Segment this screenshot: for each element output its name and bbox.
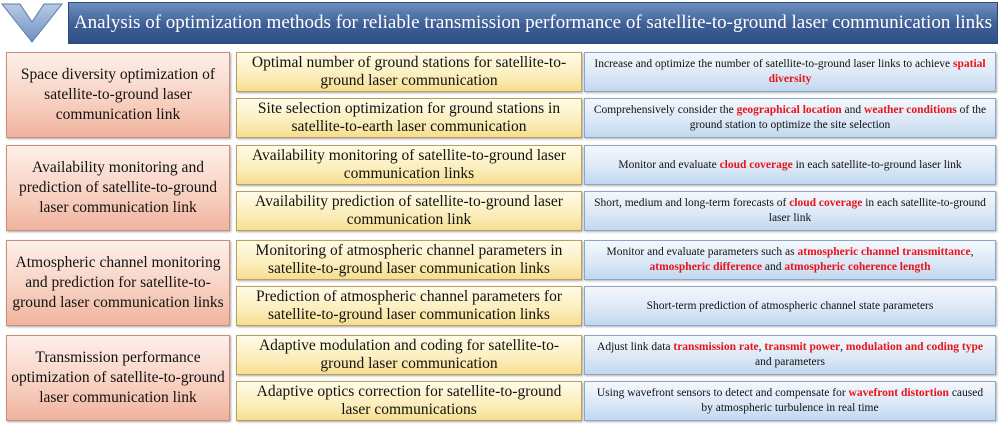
description-text: Adjust link data transmission rate, tran… [591,340,989,370]
description-segment: Adjust link data [597,341,674,353]
description-text: Short-term prediction of atmospheric cha… [647,299,934,314]
description-text: Short, medium and long-term forecasts of… [591,196,989,226]
description-segment: and [762,261,785,273]
description-text: Using wavefront sensors to detect and co… [591,386,989,416]
description-segment: , [840,341,846,353]
description-segment: Monitor and evaluate [618,158,720,171]
description-box: Increase and optimize the number of sate… [584,52,996,92]
method-box: Optimal number of ground stations for sa… [236,52,582,92]
description-box: Monitor and evaluate parameters such as … [584,240,996,280]
method-box: Adaptive optics correction for satellite… [236,381,582,421]
description-segment: Comprehensively consider the [593,104,737,116]
description-segment: Increase and optimize the number of sate… [594,58,953,70]
description-segment: , [970,246,974,258]
description-segment: in each satellite-to-ground laser link [792,158,962,171]
highlight-text: spatial diversity [768,58,986,85]
description-text: Comprehensively consider the geographica… [591,103,989,133]
highlight-text: wavefront distortion [848,387,949,399]
highlight-text: atmospheric difference [649,261,763,273]
highlight-text: atmospheric coherence length [784,261,931,273]
description-segment: Monitor and evaluate parameters such as [606,246,798,258]
method-box: Availability monitoring of satellite-to-… [236,145,582,185]
highlight-text: atmospheric channel transmittance [797,246,971,258]
category-box: Transmission performance optimization of… [6,335,230,421]
description-segment: , [758,341,765,353]
description-box: Adjust link data transmission rate, tran… [584,335,996,375]
method-box: Adaptive modulation and coding for satel… [236,335,582,375]
method-box: Monitoring of atmospheric channel parame… [236,240,582,280]
highlight-text: transmit power [764,341,841,353]
highlight-text: geographical location [736,104,842,116]
description-box: Using wavefront sensors to detect and co… [584,381,996,421]
highlight-text: cloud coverage [789,197,863,209]
method-box: Prediction of atmospheric channel parame… [236,286,582,326]
description-segment: in each satellite-to-ground laser link [768,197,986,224]
description-box: Comprehensively consider the geographica… [584,98,996,138]
description-text: Monitor and evaluate parameters such as … [591,245,989,275]
title-banner: Analysis of optimization methods for rel… [0,0,1000,46]
description-segment: and [841,104,865,116]
chevron-down-icon [0,3,64,43]
description-box: Monitor and evaluate cloud coverage in e… [584,145,996,185]
category-box: Atmospheric channel monitoring and predi… [6,240,230,326]
highlight-text: cloud coverage [719,158,793,171]
highlight-text: transmission rate [673,341,759,353]
description-box: Short, medium and long-term forecasts of… [584,191,996,231]
category-box: Availability monitoring and prediction o… [6,145,230,231]
method-box: Availability prediction of satellite-to-… [236,191,582,231]
description-segment: of the ground station to optimize the si… [689,104,987,131]
highlight-text: modulation and coding type [845,341,983,353]
description-box: Short-term prediction of atmospheric cha… [584,286,996,326]
highlight-text: weather conditions [864,104,957,116]
category-box: Space diversity optimization of satellit… [6,52,230,138]
method-box: Site selection optimization for ground s… [236,98,582,138]
page-title: Analysis of optimization methods for rel… [68,2,998,44]
description-segment: Short, medium and long-term forecasts of [594,197,790,209]
description-text: Increase and optimize the number of sate… [591,57,989,87]
description-segment: Using wavefront sensors to detect and co… [596,387,849,399]
description-segment: caused by atmospheric turbulence in real… [701,387,984,414]
description-text: Monitor and evaluate cloud coverage in e… [618,158,961,173]
description-segment: and parameters [755,356,825,368]
description-segment: Short-term prediction of atmospheric cha… [646,299,934,312]
